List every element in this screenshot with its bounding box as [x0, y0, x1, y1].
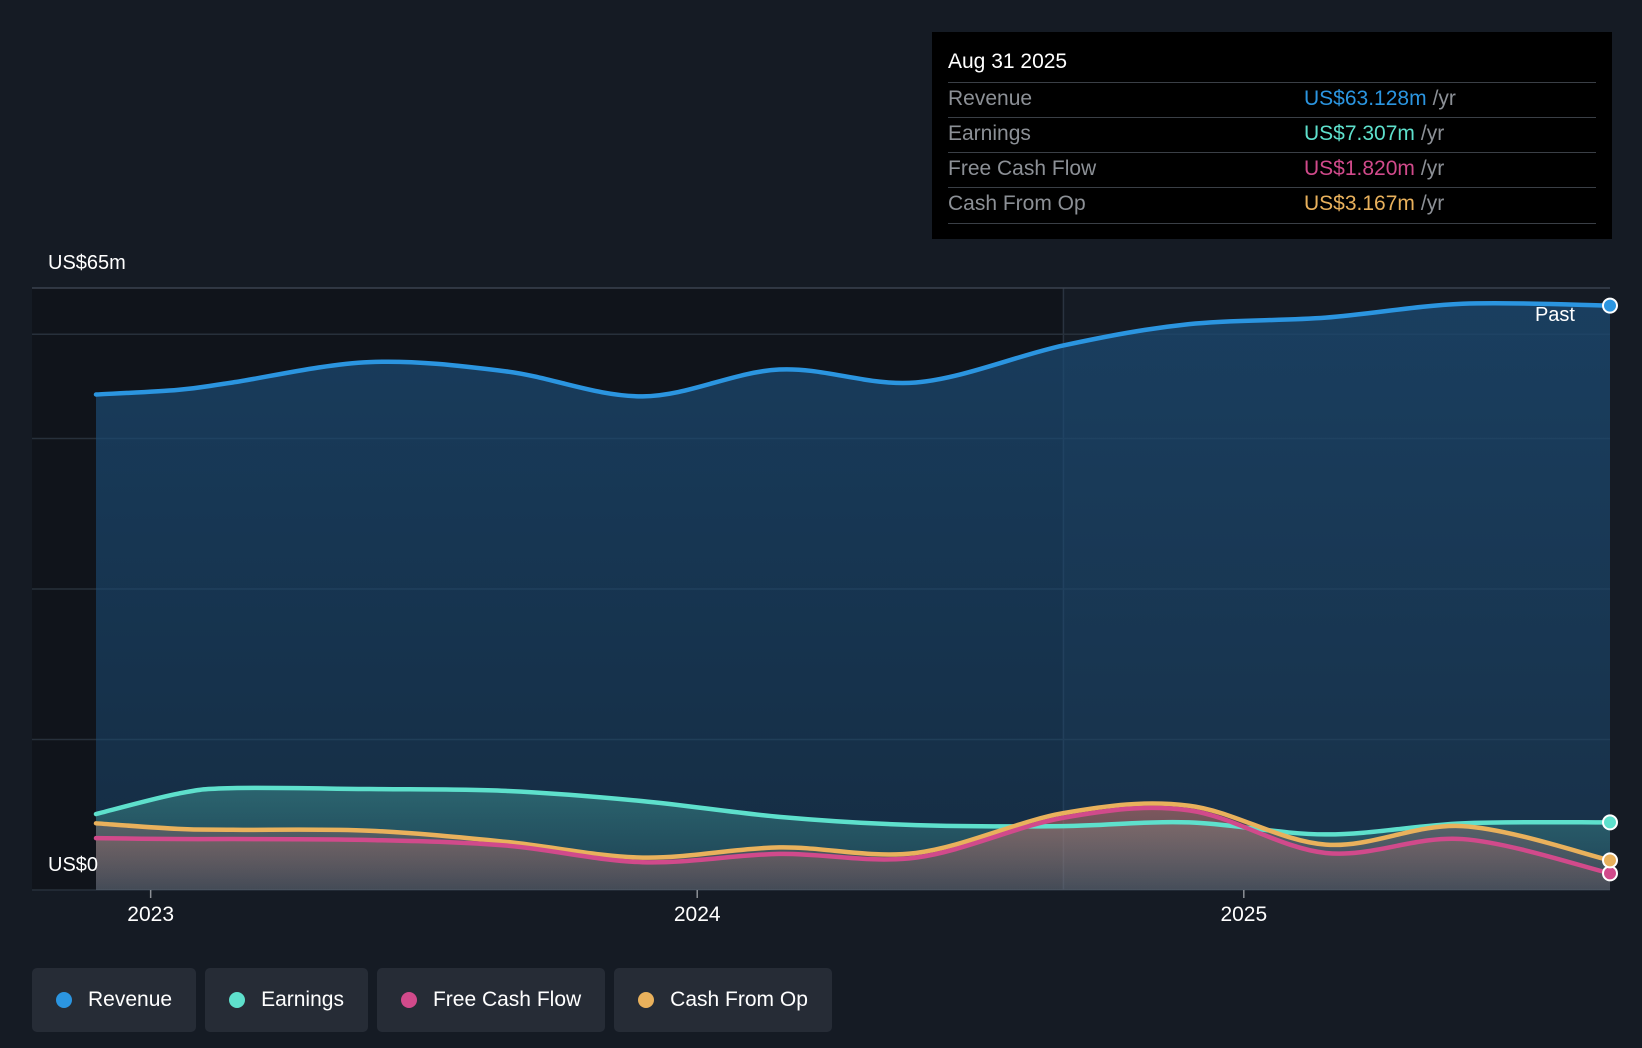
- legend-label: Free Cash Flow: [432, 988, 582, 1011]
- tooltip-value: US$1.820m/yr: [1304, 157, 1444, 181]
- tooltip-value-number: US$63.128m: [1304, 87, 1427, 110]
- legend: Revenue Earnings Free Cash Flow Cash Fro…: [32, 968, 832, 1032]
- tooltip-label: Cash From Op: [948, 192, 1086, 215]
- legend-item-revenue[interactable]: Revenue: [32, 968, 197, 1032]
- line-cash-from-op: [93, 801, 1613, 863]
- tooltip-row-earnings: Earnings US$7.307m/yr: [948, 117, 1596, 153]
- legend-item-cash-from-op[interactable]: Cash From Op: [614, 968, 832, 1032]
- end-marker-cash-from-op: [1602, 852, 1618, 869]
- tooltip-label: Revenue: [948, 87, 1033, 110]
- end-marker-free-cash-flow: [1602, 865, 1618, 882]
- legend-label: Cash From Op: [670, 988, 808, 1011]
- tooltip-row-revenue: Revenue US$63.128m/yr: [948, 82, 1596, 118]
- tooltip-value-unit: /yr: [1420, 157, 1445, 180]
- line-revenue: [93, 300, 1613, 399]
- tooltip-value-number: US$7.307m: [1304, 122, 1415, 145]
- tooltip-label: Free Cash Flow: [948, 157, 1097, 180]
- legend-dot-icon: [400, 992, 417, 1008]
- legend-dot-icon: [56, 992, 72, 1008]
- y-axis-bottom-label: US$0: [48, 854, 99, 876]
- tooltip-value-unit: /yr: [1432, 87, 1456, 110]
- x-tick-label: 2025: [1220, 903, 1267, 926]
- tooltip-value-number: US$1.820m: [1304, 157, 1415, 180]
- tooltip-value: US$7.307m/yr: [1304, 122, 1444, 146]
- tooltip-value: US$3.167m/yr: [1304, 192, 1444, 216]
- past-label: Past: [1535, 304, 1575, 326]
- tooltip-value: US$63.128m/yr: [1304, 87, 1456, 111]
- legend-label: Earnings: [261, 988, 344, 1011]
- line-earnings: [93, 785, 1613, 837]
- end-marker-earnings: [1602, 814, 1618, 831]
- tooltip-value-unit: /yr: [1420, 122, 1445, 145]
- x-tick-label: 2024: [674, 903, 721, 926]
- tooltip-row-free-cash-flow: Free Cash Flow US$1.820m/yr: [948, 152, 1596, 188]
- tooltip-label: Earnings: [948, 122, 1031, 145]
- tooltip-row-cash-from-op: Cash From Op US$3.167m/yr: [948, 187, 1596, 224]
- area-revenue: [96, 303, 1610, 890]
- legend-dot-icon: [638, 992, 655, 1008]
- tooltip-date: Aug 31 2025: [948, 50, 1068, 73]
- tooltip-value-number: US$3.167m: [1304, 192, 1415, 215]
- end-marker-revenue: [1602, 297, 1618, 314]
- tooltip-value-unit: /yr: [1420, 192, 1445, 215]
- y-axis-top-label: US$65m: [48, 252, 126, 274]
- x-tick-label: 2023: [127, 903, 174, 926]
- tooltip-panel: Aug 31 2025 Revenue US$63.128m/yr Earnin…: [932, 32, 1612, 239]
- legend-item-earnings[interactable]: Earnings: [205, 968, 368, 1032]
- legend-label: Revenue: [88, 988, 173, 1011]
- legend-dot-icon: [229, 992, 246, 1008]
- legend-item-free-cash-flow[interactable]: Free Cash Flow: [376, 968, 606, 1032]
- line-free-cash-flow: [93, 805, 1613, 876]
